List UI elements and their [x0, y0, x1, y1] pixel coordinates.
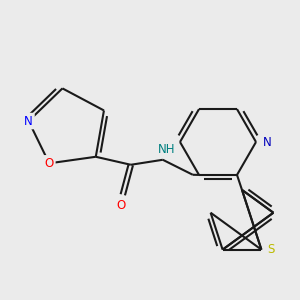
Text: N: N — [262, 136, 272, 148]
Text: N: N — [24, 115, 33, 128]
Text: O: O — [116, 199, 125, 212]
Text: S: S — [268, 243, 275, 256]
Text: O: O — [45, 157, 54, 170]
Text: NH: NH — [158, 143, 175, 156]
